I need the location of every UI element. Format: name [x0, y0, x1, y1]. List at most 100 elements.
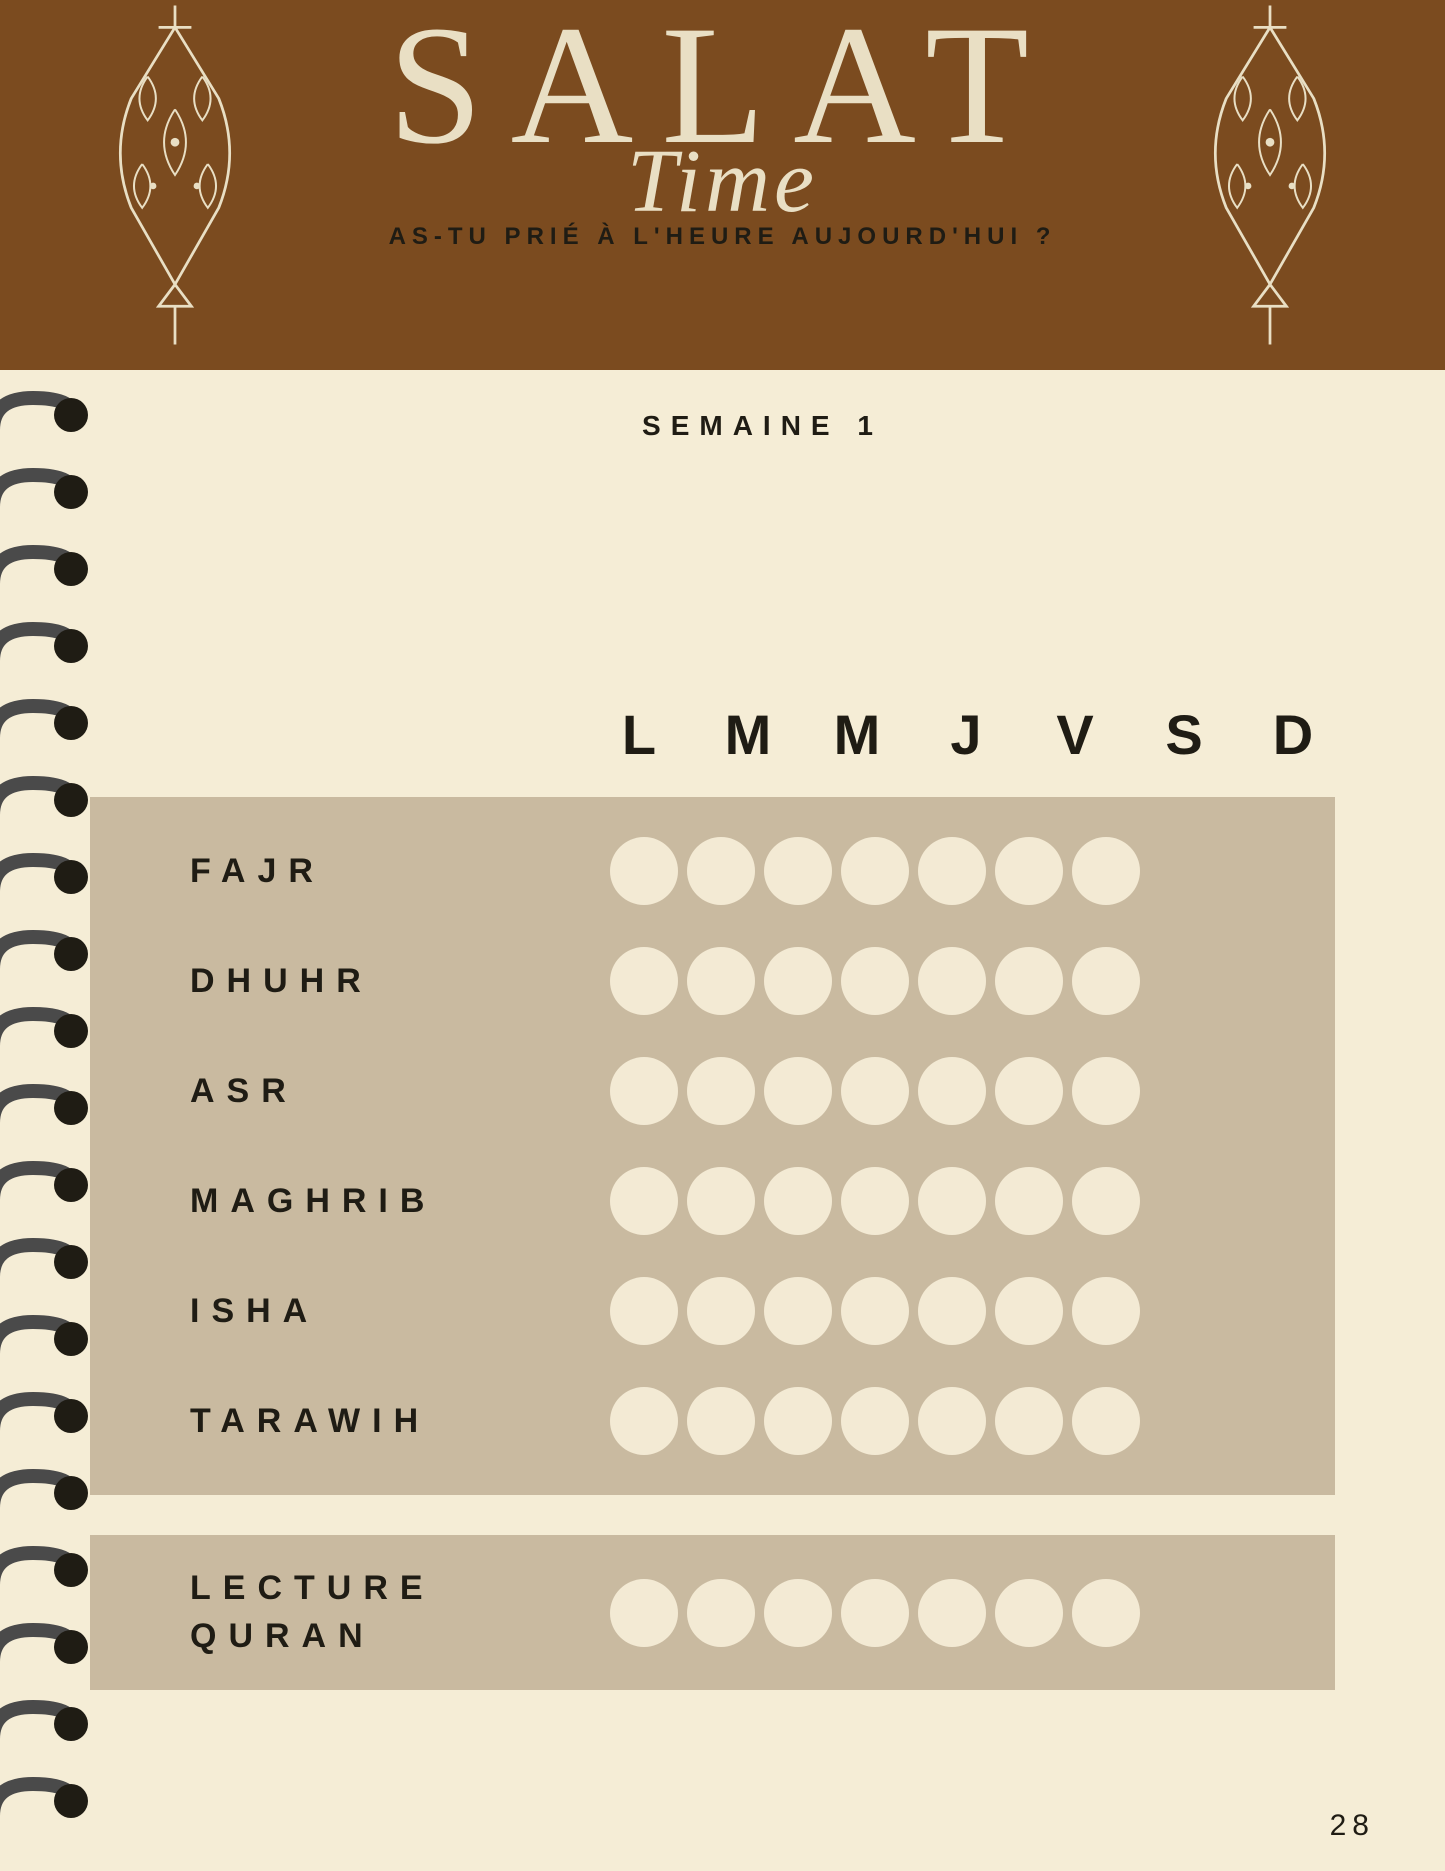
spiral-binding	[0, 390, 98, 1853]
row-label: DHUHR	[190, 962, 610, 1001]
tracker-dot[interactable]	[1072, 1057, 1140, 1125]
spiral-ring	[0, 1699, 83, 1747]
row-label: TARAWIH	[190, 1402, 610, 1441]
tracker-dot[interactable]	[1072, 1167, 1140, 1235]
tracker-dot[interactable]	[841, 1387, 909, 1455]
week-label: SEMAINE 1	[80, 410, 1445, 442]
tracker-dot[interactable]	[1072, 1387, 1140, 1455]
tracker-dot[interactable]	[687, 837, 755, 905]
lantern-left-icon	[65, 0, 285, 350]
planner-page: SEMAINE 1 LMMJVSD FAJRDHUHRASRMAGHRIBISH…	[0, 370, 1445, 1871]
tracker-dot[interactable]	[995, 837, 1063, 905]
binding-hole	[54, 1168, 88, 1202]
tracker-dot[interactable]	[918, 1167, 986, 1235]
dot-row	[610, 1057, 1140, 1125]
tracker-dot[interactable]	[995, 947, 1063, 1015]
tracker-dot[interactable]	[841, 1277, 909, 1345]
binding-hole	[54, 1707, 88, 1741]
tracker-dot[interactable]	[841, 1057, 909, 1125]
lantern-right-icon	[1160, 0, 1380, 350]
spiral-ring	[0, 775, 83, 823]
tracker-dot[interactable]	[995, 1277, 1063, 1345]
tracker-dot[interactable]	[841, 837, 909, 905]
tracker-dot[interactable]	[687, 1057, 755, 1125]
spiral-ring	[0, 929, 83, 977]
tracker-dot[interactable]	[841, 947, 909, 1015]
tracker-dot[interactable]	[687, 947, 755, 1015]
spiral-ring	[0, 1237, 83, 1285]
spiral-ring	[0, 1776, 83, 1824]
tracker-dot[interactable]	[764, 1167, 832, 1235]
tracker-row: TARAWIH	[190, 1387, 1295, 1455]
binding-hole	[54, 552, 88, 586]
row-label: FAJR	[190, 852, 610, 891]
tracker-dot[interactable]	[764, 947, 832, 1015]
binding-hole	[54, 1553, 88, 1587]
tracker-dot[interactable]	[764, 837, 832, 905]
tracker-dot[interactable]	[1072, 1277, 1140, 1345]
dot-row	[610, 1167, 1140, 1235]
tracker-dot[interactable]	[995, 1167, 1063, 1235]
tracker-dot[interactable]	[687, 1579, 755, 1647]
tracker-dot[interactable]	[687, 1167, 755, 1235]
spiral-ring	[0, 1083, 83, 1131]
tracker-dot[interactable]	[610, 837, 678, 905]
page-number: 28	[1330, 1809, 1375, 1843]
row-label: ASR	[190, 1072, 610, 1111]
tracker-dot[interactable]	[764, 1057, 832, 1125]
spiral-ring	[0, 390, 83, 438]
tracker-dot[interactable]	[764, 1387, 832, 1455]
day-header-3: J	[937, 702, 1001, 767]
tracker-dot[interactable]	[1072, 1579, 1140, 1647]
binding-hole	[54, 1476, 88, 1510]
binding-hole	[54, 706, 88, 740]
spiral-ring	[0, 1545, 83, 1593]
tracker-dot[interactable]	[841, 1167, 909, 1235]
tracker-dot[interactable]	[995, 1579, 1063, 1647]
spiral-ring	[0, 698, 83, 746]
header-question: AS-TU PRIÉ À L'HEURE AUJOURD'HUI ?	[389, 223, 1057, 251]
tracker-dot[interactable]	[918, 837, 986, 905]
binding-hole	[54, 1630, 88, 1664]
tracker-dot[interactable]	[918, 1387, 986, 1455]
binding-hole	[54, 398, 88, 432]
tracker-dot[interactable]	[918, 1277, 986, 1345]
tracker-dot[interactable]	[995, 1057, 1063, 1125]
binding-hole	[54, 1014, 88, 1048]
binding-hole	[54, 629, 88, 663]
tracker-dot[interactable]	[918, 1579, 986, 1647]
dot-row	[610, 1579, 1140, 1647]
tracker-dot[interactable]	[610, 1579, 678, 1647]
dot-row	[610, 947, 1140, 1015]
tracker-dot[interactable]	[764, 1579, 832, 1647]
row-label-quran: LECTUREQURAN	[190, 1565, 610, 1660]
tracker-dot[interactable]	[610, 1277, 678, 1345]
tracker-dot[interactable]	[918, 947, 986, 1015]
dot-row	[610, 1277, 1140, 1345]
spiral-ring	[0, 544, 83, 592]
tracker-dot[interactable]	[918, 1057, 986, 1125]
binding-hole	[54, 1322, 88, 1356]
tracker-dot[interactable]	[1072, 837, 1140, 905]
tracker-dot[interactable]	[687, 1387, 755, 1455]
dot-row	[610, 1387, 1140, 1455]
tracker-dot[interactable]	[610, 1387, 678, 1455]
tracker-dot[interactable]	[1072, 947, 1140, 1015]
subtitle-script: Time	[627, 130, 818, 233]
tracker-row: FAJR	[190, 837, 1295, 905]
tracker-dot[interactable]	[687, 1277, 755, 1345]
spiral-ring	[0, 621, 83, 669]
binding-hole	[54, 783, 88, 817]
tracker-row: DHUHR	[190, 947, 1295, 1015]
day-header-1: M	[719, 702, 783, 767]
spiral-ring	[0, 1468, 83, 1516]
tracker-dot[interactable]	[610, 947, 678, 1015]
tracker-dot[interactable]	[764, 1277, 832, 1345]
spiral-ring	[0, 1160, 83, 1208]
binding-hole	[54, 1784, 88, 1818]
tracker-dot[interactable]	[841, 1579, 909, 1647]
binding-hole	[54, 937, 88, 971]
tracker-dot[interactable]	[995, 1387, 1063, 1455]
tracker-dot[interactable]	[610, 1057, 678, 1125]
tracker-dot[interactable]	[610, 1167, 678, 1235]
